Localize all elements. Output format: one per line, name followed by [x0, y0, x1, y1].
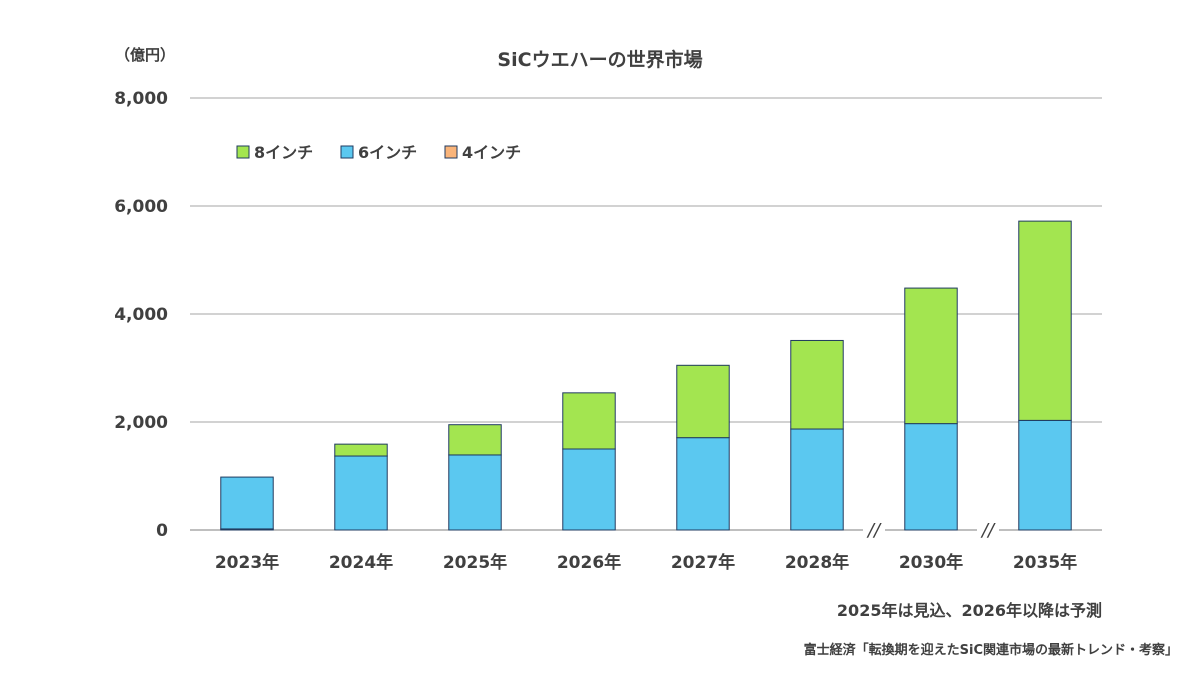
- legend-label: 4インチ: [462, 143, 521, 162]
- legend-swatch: [236, 145, 250, 159]
- bar-segment: [1018, 419, 1072, 531]
- legend-label: 8インチ: [254, 143, 313, 162]
- axis-break-gap: [977, 526, 999, 534]
- legend-label: 6インチ: [358, 143, 417, 162]
- legend-swatch: [444, 145, 458, 159]
- y-tick-label: 6,000: [114, 197, 168, 217]
- bar-segment: [790, 339, 844, 430]
- source-credit: 富士経済「転換期を迎えたSiC関連市場の最新トレンド・考察」: [804, 642, 1178, 658]
- bar-segment: [676, 437, 730, 531]
- bar-segment: [562, 392, 616, 450]
- y-axis-ticks: 0 2,000 4,000 6,000 8,000: [114, 89, 168, 541]
- forecast-note: 2025年は見込、2026年以降は予測: [837, 601, 1102, 620]
- bar-segment: [220, 476, 274, 530]
- axis-break-mark: //: [866, 520, 882, 541]
- bar-segment: [676, 364, 730, 439]
- legend-swatch: [340, 145, 354, 159]
- bar-segment: [904, 423, 958, 531]
- bar-segment: [334, 455, 388, 531]
- axis-breaks: // //: [863, 520, 999, 541]
- y-tick-label: 4,000: [114, 305, 168, 325]
- axis-break-gap: [863, 526, 885, 534]
- x-tick-label: 2025年: [443, 552, 507, 573]
- gridlines: [190, 97, 1102, 531]
- bar-segment: [904, 287, 958, 425]
- bar-segment: [334, 443, 388, 457]
- x-tick-label: 2028年: [785, 552, 849, 573]
- x-tick-label: 2023年: [215, 552, 279, 573]
- axis-break-mark: //: [980, 520, 996, 541]
- y-tick-label: 2,000: [114, 413, 168, 433]
- bar-segment: [448, 424, 502, 456]
- y-axis-unit-label: （億円）: [115, 46, 175, 64]
- x-tick-label: 2026年: [557, 552, 621, 573]
- x-axis-labels: 2023年 2024年 2025年 2026年 2027年 2028年 2030年 2035年: [215, 552, 1077, 573]
- x-tick-label: 2024年: [329, 552, 393, 573]
- legend: 8インチ 6インチ 4インチ: [236, 143, 521, 162]
- bar-segment: [562, 448, 616, 531]
- x-tick-label: 2027年: [671, 552, 735, 573]
- y-tick-label: 8,000: [114, 89, 168, 109]
- bar-segment: [790, 428, 844, 531]
- y-tick-label: 0: [156, 521, 168, 541]
- x-tick-label: 2030年: [899, 552, 963, 573]
- bar-segment: [448, 454, 502, 531]
- bars: [220, 220, 1072, 531]
- chart-title: SiCウエハーの世界市場: [497, 48, 702, 71]
- x-tick-label: 2035年: [1013, 552, 1077, 573]
- bar-segment: [1018, 220, 1072, 421]
